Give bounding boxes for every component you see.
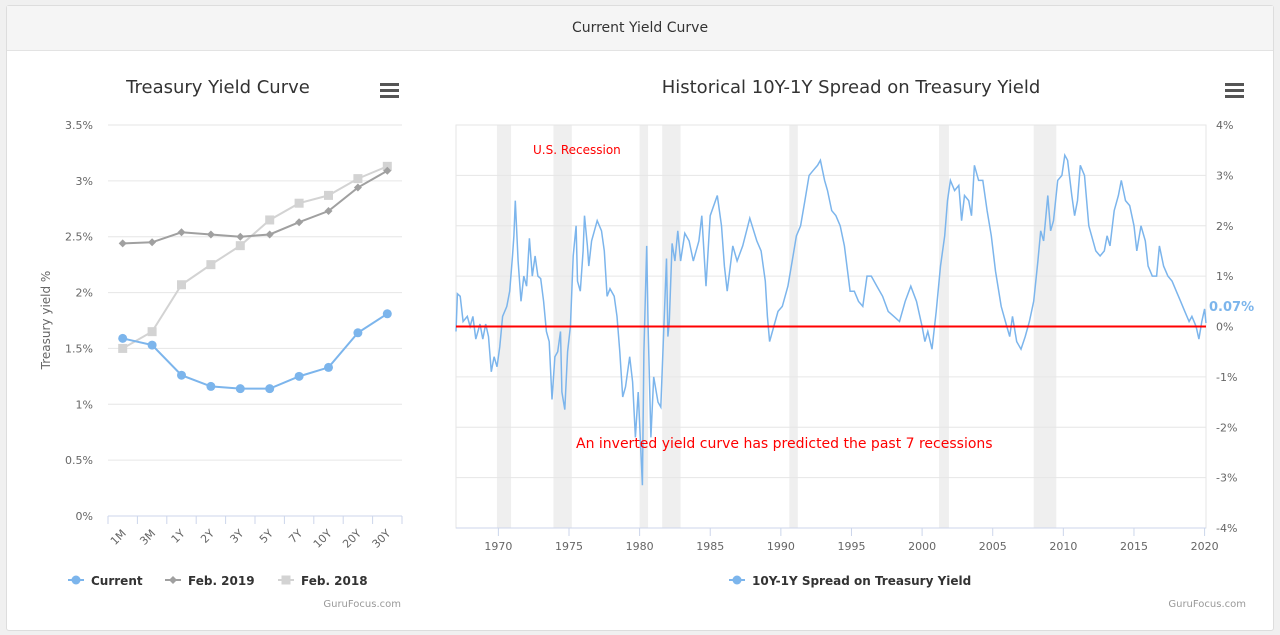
- x-tick-label: 1985: [696, 540, 724, 553]
- legend-item[interactable]: 10Y-1Y Spread on Treasury Yield: [729, 574, 971, 588]
- data-point: [148, 238, 157, 247]
- left-chart-title: Treasury Yield Curve: [125, 77, 310, 98]
- legend-marker: [732, 575, 742, 585]
- x-tick-label: 20Y: [340, 527, 364, 551]
- recession-label: U.S. Recession: [533, 143, 621, 157]
- x-tick-label: 10Y: [311, 527, 335, 551]
- x-tick-label: 1990: [767, 540, 795, 553]
- data-point: [118, 343, 128, 353]
- series-line-0: [122, 312, 388, 390]
- y-tick-label: -2%: [1216, 421, 1237, 434]
- y-tick-label: 0%: [1216, 321, 1233, 334]
- y-tick-label: 3%: [1216, 169, 1233, 182]
- y-tick-label: 2.5%: [65, 231, 93, 244]
- y-tick-label: 1%: [76, 398, 93, 411]
- x-tick-label: 2015: [1120, 540, 1148, 553]
- data-point: [235, 384, 245, 394]
- y-tick-label: 2%: [76, 287, 93, 300]
- series-line-2: [122, 165, 388, 350]
- data-point: [294, 371, 304, 381]
- legend-item-2[interactable]: Feb. 2018: [278, 574, 368, 588]
- right-credit[interactable]: GuruFocus.com: [1168, 599, 1246, 610]
- x-tick-label: 2010: [1049, 540, 1077, 553]
- legend-marker: [281, 575, 291, 585]
- data-point: [206, 230, 215, 239]
- x-tick-label: 30Y: [370, 527, 394, 551]
- x-tick-label: 2005: [979, 540, 1007, 553]
- x-tick-label: 1975: [555, 540, 583, 553]
- data-point: [265, 230, 274, 239]
- data-point: [265, 215, 275, 225]
- left-menu-icon[interactable]: [380, 83, 399, 98]
- x-tick-label: 2020: [1191, 540, 1219, 553]
- spread-line: [455, 152, 1207, 486]
- data-point: [382, 161, 392, 171]
- data-point: [324, 190, 333, 200]
- data-point: [383, 166, 392, 175]
- data-point: [324, 362, 333, 372]
- data-point: [295, 218, 304, 227]
- data-point: [236, 232, 245, 241]
- data-point: [118, 239, 127, 248]
- data-point: [235, 241, 245, 251]
- data-point: [353, 174, 363, 184]
- data-point: [147, 327, 157, 337]
- x-tick-label: 1M: [108, 527, 129, 548]
- data-point: [177, 370, 186, 380]
- data-point: [206, 260, 216, 270]
- left-y-axis-label: Treasury yield %: [39, 271, 53, 371]
- x-tick-label: 5Y: [257, 527, 276, 546]
- y-tick-label: 4%: [1216, 119, 1233, 132]
- x-tick-label: 1980: [626, 540, 654, 553]
- data-point: [294, 198, 304, 208]
- legend-item-0[interactable]: Current: [68, 574, 143, 588]
- data-point: [382, 309, 392, 319]
- y-tick-label: 0.5%: [65, 454, 93, 467]
- x-tick-label: 1995: [837, 540, 865, 553]
- data-point: [206, 381, 216, 391]
- last-value-label: 0.07%: [1209, 300, 1254, 315]
- legend-item-1[interactable]: Feb. 2019: [165, 574, 255, 588]
- x-tick-label: 2000: [908, 540, 936, 553]
- data-point: [147, 340, 157, 350]
- right-menu-icon[interactable]: [1225, 83, 1244, 98]
- x-tick-label: 2Y: [198, 527, 217, 546]
- legend-label: 10Y-1Y Spread on Treasury Yield: [752, 574, 971, 588]
- y-tick-label: 2%: [1216, 220, 1233, 233]
- left-credit[interactable]: GuruFocus.com: [323, 599, 401, 610]
- y-tick-label: 3%: [76, 175, 93, 188]
- data-point: [177, 228, 186, 237]
- x-tick-label: 3Y: [228, 527, 247, 546]
- y-tick-label: -4%: [1216, 522, 1237, 535]
- data-point: [265, 384, 275, 394]
- data-point: [353, 328, 363, 338]
- x-tick-label: 1970: [484, 540, 512, 553]
- data-point: [324, 207, 333, 216]
- x-tick-label: 3M: [137, 527, 158, 548]
- y-tick-label: 0%: [76, 510, 93, 523]
- window-title: Current Yield Curve: [7, 6, 1273, 51]
- legend-label: Current: [91, 574, 143, 588]
- data-point: [118, 333, 128, 343]
- x-tick-label: 7Y: [286, 527, 305, 546]
- legend-marker: [71, 575, 81, 585]
- data-point: [353, 183, 362, 192]
- y-tick-label: -3%: [1216, 472, 1237, 485]
- data-point: [177, 280, 186, 290]
- y-tick-label: 1%: [1216, 270, 1233, 283]
- x-tick-label: 1Y: [169, 527, 188, 546]
- legend-marker: [169, 576, 177, 584]
- legend-label: Feb. 2019: [188, 574, 255, 588]
- legend-label: Feb. 2018: [301, 574, 368, 588]
- y-tick-label: -1%: [1216, 371, 1237, 384]
- right-chart-title: Historical 10Y-1Y Spread on Treasury Yie…: [662, 77, 1041, 98]
- y-tick-label: 3.5%: [65, 119, 93, 132]
- y-tick-label: 1.5%: [65, 342, 93, 355]
- series-line-1: [122, 169, 388, 245]
- inversion-annotation: An inverted yield curve has predicted th…: [576, 436, 993, 452]
